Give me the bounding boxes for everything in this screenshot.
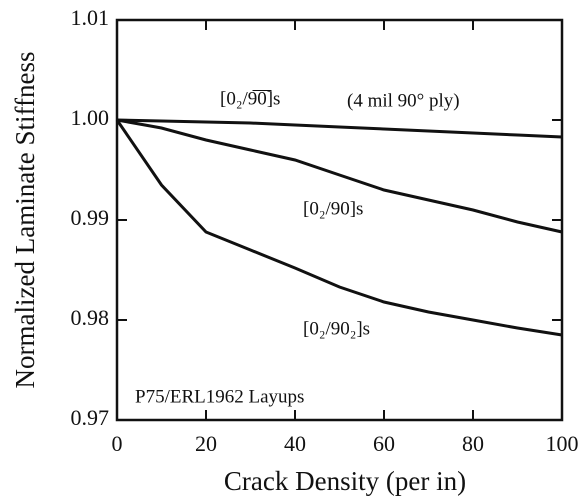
y-tick-label: 0.99 (71, 205, 110, 230)
annotation: (4 mil 90° ply) (347, 90, 460, 111)
plot-frame (115, 18, 564, 422)
x-tick-label: 20 (195, 431, 217, 456)
x-tick-label: 80 (462, 431, 484, 456)
x-tick-label: 60 (373, 431, 395, 456)
y-tick-label: 1.00 (71, 105, 110, 130)
line-series (116, 118, 563, 234)
x-axis-label: Crack Density (per in) (224, 466, 466, 496)
series-label: [0₂/9̅0̅]s (220, 88, 280, 109)
line-series (116, 118, 563, 139)
line-series (115, 119, 563, 337)
y-tick-label: 1.01 (71, 5, 110, 30)
y-tick-label: 0.97 (71, 405, 110, 430)
y-axis-label: Normalized Laminate Stiffness (10, 52, 40, 389)
x-tick-label: 0 (112, 431, 123, 456)
series-label: [0₂/90]s (303, 198, 363, 219)
series-label: [0₂/90₂]s (303, 318, 370, 339)
x-tick-label: 100 (546, 431, 579, 456)
y-tick-label: 0.98 (71, 305, 110, 330)
x-tick-label: 40 (284, 431, 306, 456)
annotation: P75/ERL1962 Layups (135, 386, 304, 407)
